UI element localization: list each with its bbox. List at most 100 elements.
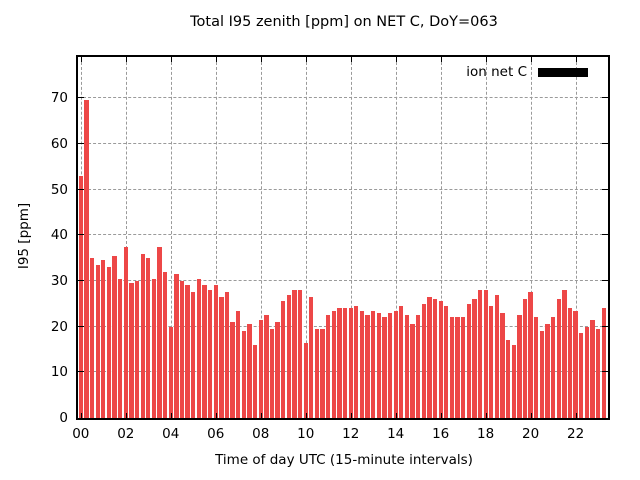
bar [579,333,584,418]
v-gridline [305,57,307,418]
bar [522,299,528,418]
bar [550,317,556,418]
bar [191,292,196,418]
x-tick [575,413,577,418]
bar [213,285,218,418]
x-tick [215,57,217,62]
bar [489,306,494,418]
x-tick [80,57,82,62]
bar [101,260,106,418]
bar [371,310,376,418]
v-gridline [215,57,217,418]
bar [309,296,314,418]
x-tick [440,57,442,62]
bar [303,342,308,418]
bar [455,317,460,418]
bar [444,306,449,418]
bar [348,308,353,418]
x-tick-label: 06 [207,426,225,442]
bar [129,283,134,418]
bar [416,315,421,418]
x-tick [395,413,397,418]
h-gridline [78,142,608,144]
y-tick [78,97,84,99]
x-tick [305,413,307,418]
bar [281,301,286,418]
legend: ion net C [466,64,588,80]
x-tick [125,57,127,62]
bar [359,310,365,418]
bar [112,255,117,418]
bar [269,328,275,418]
x-tick-label: 20 [522,426,540,442]
x-tick-label: 22 [567,426,585,442]
bar [157,246,162,418]
y-tick [602,97,608,99]
bar [466,303,471,418]
x-tick [80,413,82,418]
bar [123,246,128,418]
x-tick-label: 10 [297,426,315,442]
bar [252,344,258,418]
x-tick-label: 12 [342,426,360,442]
x-tick [530,57,532,62]
y-tick [78,325,84,327]
x-tick [125,413,127,418]
bar [146,258,151,418]
y-tick [78,279,84,281]
bar [483,290,488,418]
x-tick-label: 16 [432,426,450,442]
bar [387,312,393,418]
bar [179,280,185,418]
bar [556,299,561,418]
bar [185,285,190,418]
bar [230,322,235,418]
bar [118,278,123,418]
bar [461,317,466,418]
bar [511,344,516,418]
v-gridline [260,57,262,418]
x-tick-label: 14 [387,426,405,442]
bar [500,312,505,418]
bar [472,299,477,418]
y-tick [78,234,84,236]
bar [567,308,573,418]
bar [224,292,230,418]
bar [196,278,202,418]
bar [202,285,207,418]
bar [174,274,179,418]
h-gridline [78,234,608,236]
y-tick-label: 40 [50,227,68,244]
x-tick [170,413,172,418]
bar [595,328,601,418]
x-tick [440,413,442,418]
bar [162,271,168,418]
bar [528,292,533,418]
bar [342,308,348,418]
x-tick [215,413,217,418]
x-tick [575,57,577,62]
y-tick-label: 30 [50,272,68,289]
bar [449,317,455,418]
bar [241,331,246,418]
bar [207,290,213,418]
v-gridline [440,57,442,418]
bar [151,278,157,418]
bar [432,299,438,418]
bar [320,328,325,418]
x-tick [350,413,352,418]
y-tick-label: 70 [50,90,68,107]
bar [410,324,415,418]
v-gridline [170,57,172,418]
bar [545,324,550,418]
y-tick-label: 0 [59,410,68,426]
y-tick-label: 20 [50,318,68,335]
bar [590,319,595,418]
bar [354,306,359,418]
bar [84,100,89,418]
h-gridline [78,279,608,281]
bar [494,294,500,418]
bar [78,175,83,418]
bar [584,326,590,418]
